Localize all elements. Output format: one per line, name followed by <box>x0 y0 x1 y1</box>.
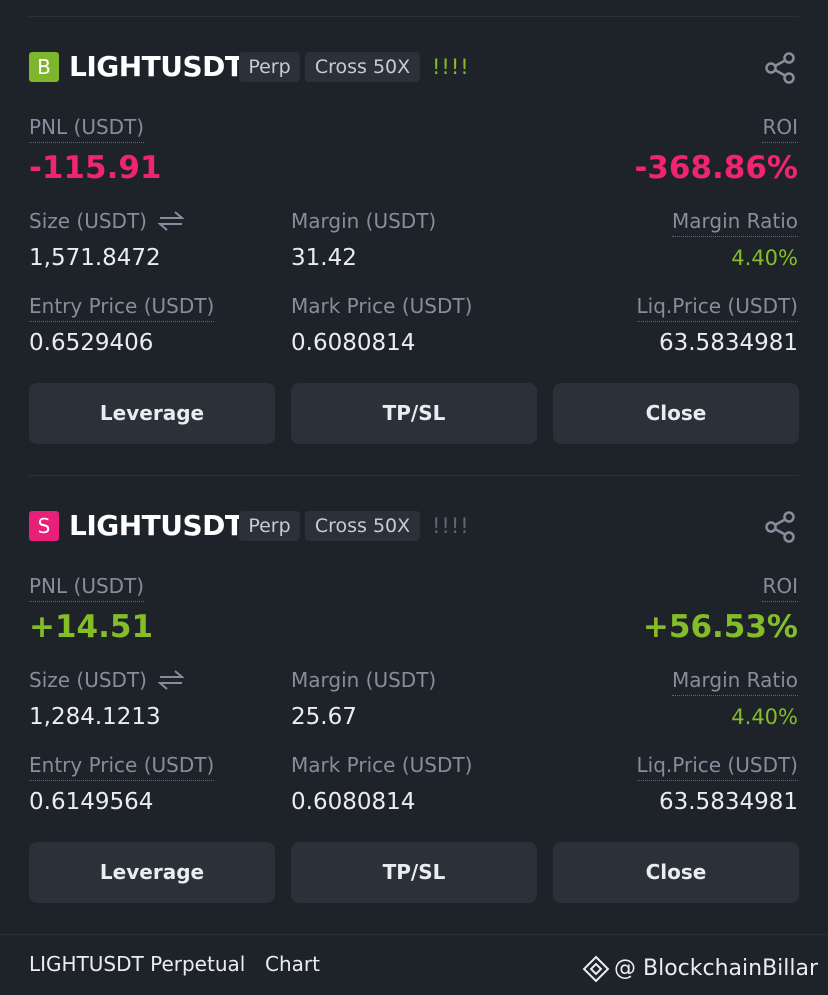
margin-ratio-value: 4.40% <box>731 705 798 729</box>
action-button[interactable]: Close <box>553 383 799 444</box>
size-label: Size (USDT) <box>29 668 147 692</box>
margin-label: Margin (USDT) <box>291 668 437 692</box>
share-icon[interactable] <box>763 510 797 544</box>
share-icon[interactable] <box>763 51 797 85</box>
roi-label: ROI <box>762 112 798 143</box>
pnl-value: -115.91 <box>29 150 162 186</box>
size-value: 1,571.8472 <box>29 245 161 271</box>
mark-price-label: Mark Price (USDT) <box>291 753 473 777</box>
tag: Cross 50X <box>305 511 420 541</box>
tag: Cross 50X <box>305 52 420 82</box>
margin-label: Margin (USDT) <box>291 209 437 233</box>
entry-price-label: Entry Price (USDT) <box>29 291 215 322</box>
divider <box>29 475 799 476</box>
liq-price-value: 63.5834981 <box>658 789 798 815</box>
margin-value: 31.42 <box>291 245 357 271</box>
entry-price-value: 0.6149564 <box>29 789 154 815</box>
margin-ratio-value: 4.40% <box>731 246 798 270</box>
entry-price-value: 0.6529406 <box>29 330 154 356</box>
side-badge: B <box>29 52 59 82</box>
liq-price-label: Liq.Price (USDT) <box>636 291 798 322</box>
divider <box>29 16 799 17</box>
entry-price-label: Entry Price (USDT) <box>29 750 215 781</box>
action-button[interactable]: Leverage <box>29 383 275 444</box>
mark-price-label: Mark Price (USDT) <box>291 294 473 318</box>
action-button[interactable]: TP/SL <box>291 383 537 444</box>
mark-price-value: 0.6080814 <box>291 789 416 815</box>
roi-value: +56.53% <box>642 609 798 645</box>
margin-ratio-label: Margin Ratio <box>671 206 798 237</box>
watermark: @ BlockchainBillar <box>614 956 819 981</box>
action-button[interactable]: Close <box>553 842 799 903</box>
chart-link[interactable]: Chart <box>265 952 320 976</box>
size-value: 1,284.1213 <box>29 704 161 730</box>
tag: Perp <box>239 511 300 541</box>
divider <box>0 934 828 935</box>
swap-icon[interactable] <box>157 670 185 690</box>
watermark-logo <box>582 955 610 983</box>
side-badge: S <box>29 511 59 541</box>
risk-indicator: !!!! <box>432 55 470 79</box>
swap-icon[interactable] <box>157 211 185 231</box>
margin-value: 25.67 <box>291 704 357 730</box>
pnl-value: +14.51 <box>29 609 154 645</box>
risk-indicator: !!!! <box>432 514 470 538</box>
action-button[interactable]: Leverage <box>29 842 275 903</box>
liq-price-label: Liq.Price (USDT) <box>636 750 798 781</box>
tag: Perp <box>239 52 300 82</box>
liq-price-value: 63.5834981 <box>658 330 798 356</box>
roi-value: -368.86% <box>634 150 798 186</box>
action-button[interactable]: TP/SL <box>291 842 537 903</box>
symbol: LIGHTUSDT <box>69 509 244 542</box>
pnl-label: PNL (USDT) <box>29 571 145 602</box>
pnl-label: PNL (USDT) <box>29 112 145 143</box>
margin-ratio-label: Margin Ratio <box>671 665 798 696</box>
size-label: Size (USDT) <box>29 209 147 233</box>
footer-title: LIGHTUSDT Perpetual <box>29 952 246 976</box>
mark-price-value: 0.6080814 <box>291 330 416 356</box>
symbol: LIGHTUSDT <box>69 50 244 83</box>
roi-label: ROI <box>762 571 798 602</box>
